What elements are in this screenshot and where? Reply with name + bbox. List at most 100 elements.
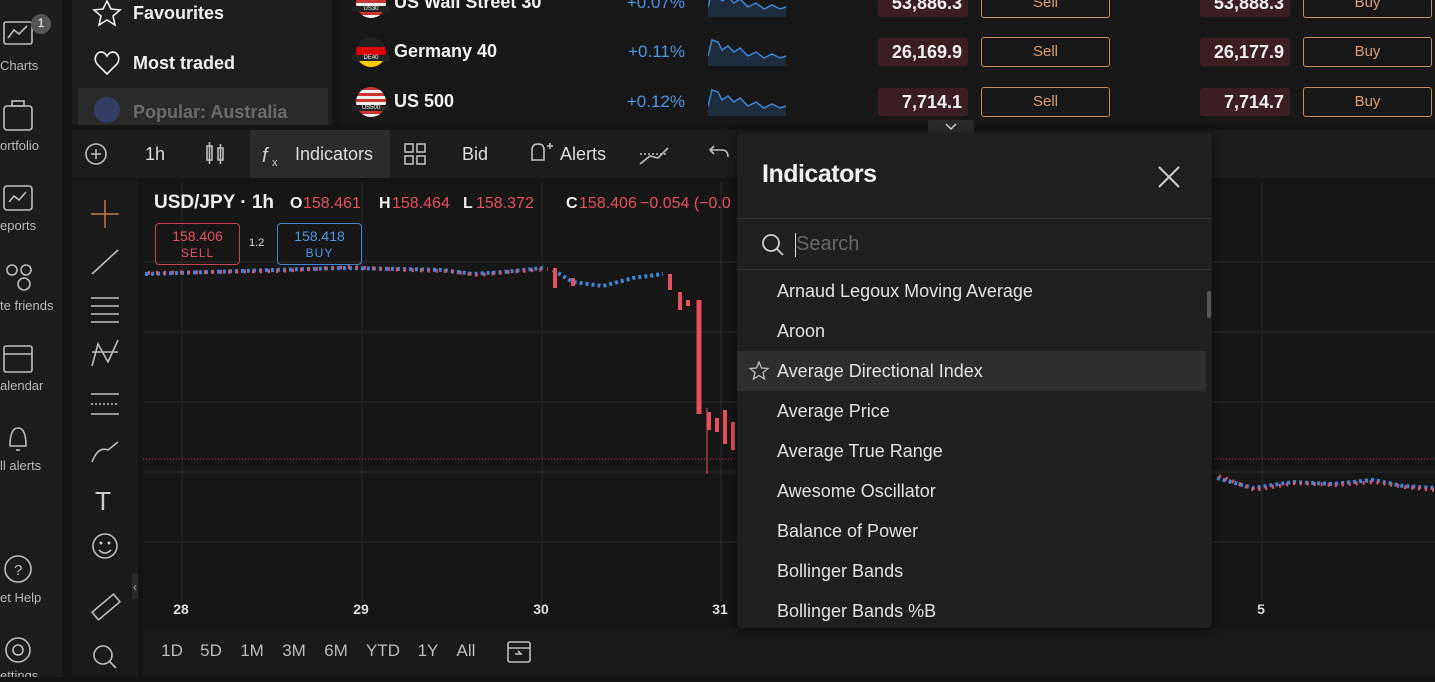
ohlc-value: 158.406 bbox=[579, 195, 637, 212]
indicator-item[interactable]: Arnaud Legoux Moving Average bbox=[777, 281, 1033, 301]
sidebar-icons: ? bbox=[3, 14, 51, 663]
change: −0.054 (−0.0 bbox=[640, 195, 731, 212]
indicators-button-bg bbox=[250, 130, 390, 178]
watchlist-panel: Favourites Most traded Popular: Australia bbox=[72, 0, 332, 125]
indicator-item[interactable]: Balance of Power bbox=[777, 521, 919, 541]
buy-price: 7,714.7 bbox=[1200, 88, 1290, 116]
ohlc-key: L bbox=[463, 195, 473, 212]
sell-box[interactable]: 158.406 SELL bbox=[155, 223, 240, 265]
flag bbox=[356, 37, 386, 67]
watchlist-item[interactable]: Popular: Australia bbox=[133, 102, 288, 122]
indicator-item[interactable]: Average Price bbox=[777, 401, 890, 421]
date-range-icon bbox=[507, 641, 531, 663]
range-button[interactable]: 1M bbox=[240, 641, 264, 660]
range-button[interactable]: 1D bbox=[161, 641, 183, 660]
ohlc-key: C bbox=[566, 195, 578, 212]
range-button[interactable]: 3M bbox=[282, 641, 306, 660]
nav-label[interactable]: et Help bbox=[0, 590, 42, 605]
indicator-item[interactable]: Average Directional Index bbox=[777, 361, 983, 381]
symbol: USD/JPY · 1h bbox=[154, 192, 275, 213]
text-caret bbox=[795, 233, 796, 257]
range-button[interactable]: All bbox=[456, 641, 476, 660]
indicator-item[interactable]: Bollinger Bands %B bbox=[777, 601, 937, 621]
ohlc-key: H bbox=[379, 195, 391, 212]
drawing-tools: T ‹ bbox=[72, 180, 140, 677]
change: +0.07% bbox=[626, 0, 685, 12]
indicator-item[interactable]: Awesome Oscillator bbox=[777, 481, 936, 501]
flag bbox=[356, 87, 386, 117]
svg-text:‹: ‹ bbox=[133, 580, 137, 594]
sell-price: 53,886.3 bbox=[878, 0, 968, 17]
search-placeholder[interactable]: Search bbox=[796, 233, 860, 255]
nav-label[interactable]: eports bbox=[0, 218, 37, 233]
nav-label[interactable]: ll alerts bbox=[0, 458, 42, 473]
sparkline bbox=[708, 89, 787, 116]
svg-text:?: ? bbox=[14, 562, 22, 579]
indicator-item[interactable]: Bollinger Bands bbox=[777, 561, 904, 581]
market-name[interactable]: Germany 40 bbox=[394, 41, 498, 61]
indicator-item[interactable]: Aroon bbox=[777, 321, 826, 341]
nav-label[interactable]: alendar bbox=[0, 378, 44, 393]
buy-button[interactable]: Buy bbox=[1303, 87, 1432, 117]
nav-label[interactable]: te friends bbox=[0, 298, 54, 313]
sell-button[interactable]: Sell bbox=[981, 0, 1110, 18]
alerts-button[interactable]: Alerts bbox=[560, 144, 607, 164]
ohlc-value: 158.372 bbox=[476, 195, 534, 212]
nav-label[interactable]: ortfolio bbox=[0, 138, 40, 153]
nav-label[interactable]: Charts bbox=[0, 58, 39, 73]
sell-button[interactable]: Sell bbox=[981, 87, 1110, 117]
buy-button[interactable]: Buy bbox=[1303, 37, 1432, 67]
drawing-tool-icons: T ‹ bbox=[90, 200, 140, 669]
ohlc-key: O bbox=[290, 195, 303, 212]
hover-row bbox=[737, 351, 1206, 391]
divider bbox=[737, 218, 1212, 219]
x-axis-label: 29 bbox=[353, 601, 369, 617]
market-list: US30 US Wall Street 30 +0.07% 53,886.3 Sell 5… bbox=[340, 0, 1435, 125]
range-button[interactable]: YTD bbox=[366, 641, 400, 660]
ohlc-value: 158.461 bbox=[303, 195, 361, 212]
buy-button[interactable]: Buy bbox=[1303, 0, 1432, 18]
watchlist-icons bbox=[78, 0, 328, 125]
svg-text:f: f bbox=[262, 145, 270, 167]
price-type-button[interactable]: Bid bbox=[462, 144, 489, 164]
sell-button[interactable]: Sell bbox=[981, 37, 1110, 67]
sell-label: SELL bbox=[180, 246, 215, 260]
watchlist-item[interactable]: Most traded bbox=[133, 53, 236, 73]
change: +0.12% bbox=[626, 92, 685, 111]
close-button[interactable] bbox=[1153, 163, 1183, 193]
favourite-star[interactable] bbox=[749, 361, 769, 381]
flag-code: US30 bbox=[352, 6, 390, 12]
x-axis-label: 28 bbox=[173, 601, 189, 617]
change: +0.11% bbox=[628, 42, 685, 61]
collapse-tab[interactable] bbox=[928, 120, 974, 133]
market-name[interactable]: US Wall Street 30 bbox=[394, 0, 542, 12]
buy-box[interactable]: 158.418 BUY bbox=[277, 223, 362, 265]
sparkline bbox=[708, 0, 787, 17]
range-button[interactable]: 1Y bbox=[417, 641, 439, 660]
indicator-item[interactable]: Average True Range bbox=[777, 441, 943, 461]
search-icon bbox=[762, 234, 784, 256]
divider bbox=[737, 269, 1212, 270]
notification-badge: 1 bbox=[37, 16, 45, 30]
x-axis-label: 31 bbox=[712, 601, 728, 617]
market-name[interactable]: US 500 bbox=[394, 91, 455, 111]
sell-price: 26,169.9 bbox=[878, 38, 968, 66]
indicators-button[interactable]: Indicators bbox=[295, 144, 374, 164]
range-button[interactable]: 6M bbox=[324, 641, 348, 660]
svg-text:x: x bbox=[272, 157, 278, 169]
interval-button[interactable]: 1h bbox=[145, 144, 166, 164]
buy-label: BUY bbox=[305, 246, 334, 260]
sidebar: ? 1 Charts ortfolio eports te friends alenda… bbox=[0, 0, 62, 677]
range-button[interactable]: 5D bbox=[200, 641, 222, 660]
ohlc-value: 158.464 bbox=[392, 195, 450, 212]
watchlist-item[interactable]: Favourites bbox=[133, 3, 225, 23]
sell-price: 7,714.1 bbox=[878, 88, 968, 116]
buy-price: 158.418 bbox=[294, 228, 345, 244]
svg-text:T: T bbox=[95, 486, 111, 516]
x-axis-label: 5 bbox=[1257, 601, 1265, 617]
chevron bbox=[945, 123, 957, 131]
sparkline bbox=[708, 39, 787, 66]
nav-label[interactable]: ettings bbox=[0, 668, 39, 677]
